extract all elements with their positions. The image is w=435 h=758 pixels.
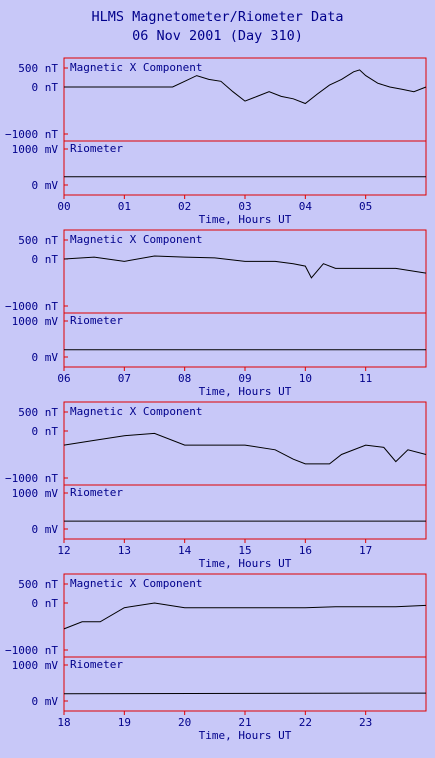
y-tick-label: −1000 nT	[5, 128, 58, 141]
x-tick-label: 03	[238, 200, 251, 213]
riometer-trace	[63, 692, 427, 695]
y-tick-label: 1000 mV	[12, 315, 59, 328]
x-tick-label: 00	[57, 200, 70, 213]
x-tick-label: 11	[359, 372, 372, 385]
y-tick-label: 1000 mV	[12, 659, 59, 672]
x-tick-label: 09	[238, 372, 251, 385]
riometer-panel-label: Riometer	[70, 314, 123, 327]
x-tick-label: 17	[359, 544, 372, 557]
x-axis-label: Time, Hours UT	[199, 729, 292, 742]
magnetic-panel-label: Magnetic X Component	[70, 233, 202, 246]
x-tick-label: 22	[299, 716, 312, 729]
y-tick-label: −1000 nT	[5, 300, 58, 313]
riometer-panel-label: Riometer	[70, 142, 123, 155]
y-tick-label: 0 nT	[32, 81, 59, 94]
x-tick-label: 23	[359, 716, 372, 729]
x-tick-label: 10	[299, 372, 312, 385]
magnetic-panel-label: Magnetic X Component	[70, 577, 202, 590]
x-tick-label: 21	[238, 716, 251, 729]
y-tick-label: 0 mV	[32, 523, 59, 536]
x-tick-label: 14	[178, 544, 192, 557]
y-tick-label: 1000 mV	[12, 143, 59, 156]
x-axis-label: Time, Hours UT	[199, 557, 292, 570]
x-tick-label: 12	[57, 544, 70, 557]
y-tick-label: 0 nT	[32, 253, 59, 266]
riometer-panel-label: Riometer	[70, 658, 123, 671]
x-tick-label: 13	[118, 544, 131, 557]
magnetic-x-trace	[63, 602, 427, 630]
x-tick-label: 05	[359, 200, 372, 213]
chart-title-line2: 06 Nov 2001 (Day 310)	[132, 28, 303, 44]
magnetic-panel-label: Magnetic X Component	[70, 405, 202, 418]
x-tick-label: 01	[118, 200, 131, 213]
x-tick-label: 07	[118, 372, 131, 385]
y-tick-label: 0 mV	[32, 179, 59, 192]
x-tick-label: 08	[178, 372, 191, 385]
x-tick-label: 06	[57, 372, 70, 385]
y-tick-label: 1000 mV	[12, 487, 59, 500]
y-tick-label: 500 nT	[18, 62, 58, 75]
y-tick-label: 500 nT	[18, 406, 58, 419]
magnetic-x-trace	[63, 432, 427, 465]
x-tick-label: 19	[118, 716, 131, 729]
x-tick-label: 16	[299, 544, 312, 557]
magnetic-x-trace	[63, 255, 427, 279]
y-tick-label: −1000 nT	[5, 644, 58, 657]
magnetic-panel-label: Magnetic X Component	[70, 61, 202, 74]
x-tick-label: 02	[178, 200, 191, 213]
x-tick-label: 15	[238, 544, 251, 557]
y-tick-label: 0 nT	[32, 597, 59, 610]
x-tick-label: 20	[178, 716, 191, 729]
x-axis-label: Time, Hours UT	[199, 385, 292, 398]
x-tick-label: 18	[57, 716, 70, 729]
y-tick-label: 0 mV	[32, 351, 59, 364]
chart-title-line1: HLMS Magnetometer/Riometer Data	[91, 9, 344, 25]
y-tick-label: 0 mV	[32, 695, 59, 708]
x-tick-label: 04	[299, 200, 313, 213]
magnetic-x-trace	[64, 69, 427, 105]
y-tick-label: 500 nT	[18, 578, 58, 591]
x-axis-label: Time, Hours UT	[199, 213, 292, 226]
y-tick-label: 0 nT	[32, 425, 59, 438]
y-tick-label: 500 nT	[18, 234, 58, 247]
riometer-panel-label: Riometer	[70, 486, 123, 499]
y-tick-label: −1000 nT	[5, 472, 58, 485]
